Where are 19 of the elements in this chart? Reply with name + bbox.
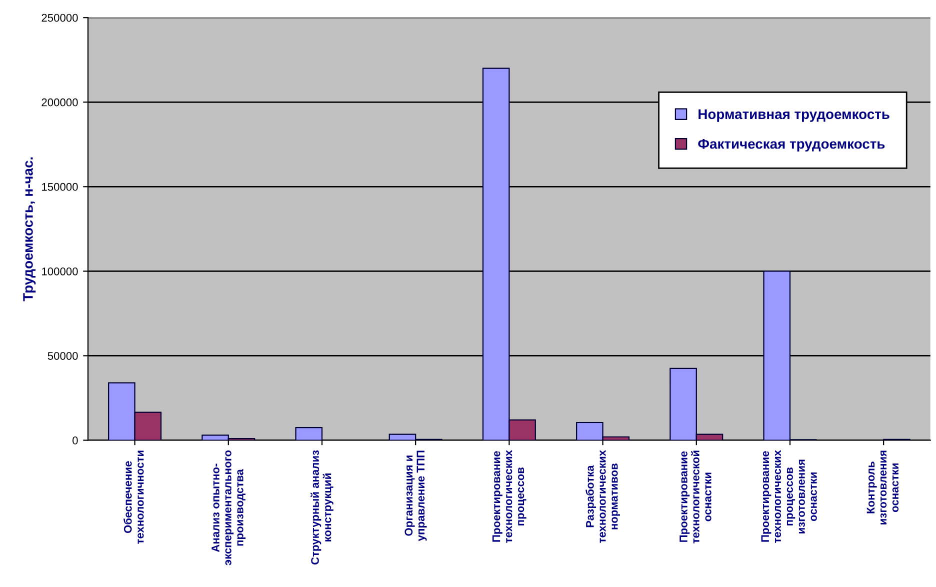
y-tick-label: 0 bbox=[72, 436, 78, 444]
x-tick-label: Организация и управление ТПП bbox=[404, 450, 427, 542]
y-tick-label: 100000 bbox=[42, 267, 78, 276]
x-tick-label: Обеспечение технологичности bbox=[124, 450, 144, 544]
legend-label: Фактическая трудоемкость bbox=[698, 139, 885, 152]
x-tick-label: Структурный анализ конструкций bbox=[310, 450, 334, 564]
x-tick-label: Проектирование технологических процессов bbox=[492, 450, 526, 543]
y-tick-label: 150000 bbox=[42, 182, 78, 191]
x-tick-label: Контроль изготовления оснастки bbox=[866, 450, 899, 524]
y-tick-label: 200000 bbox=[42, 98, 78, 106]
bar bbox=[295, 427, 323, 440]
x-tick-label: Проектирование технологических процессов изготовления оснастки bbox=[761, 450, 817, 543]
y-axis-title: Трудоемкость, н-час. bbox=[23, 157, 36, 302]
legend-label: Нормативная трудоемкость bbox=[698, 109, 890, 122]
y-tick-label: 50000 bbox=[48, 352, 78, 360]
x-tick-label: Разработка технологических нормативов bbox=[586, 450, 620, 543]
x-tick-label: Анализ опытно- экспериментального производства bbox=[212, 450, 246, 566]
y-tick-label: 250000 bbox=[42, 14, 78, 22]
x-tick-label: Проектирование технологической оснастки bbox=[680, 450, 712, 544]
